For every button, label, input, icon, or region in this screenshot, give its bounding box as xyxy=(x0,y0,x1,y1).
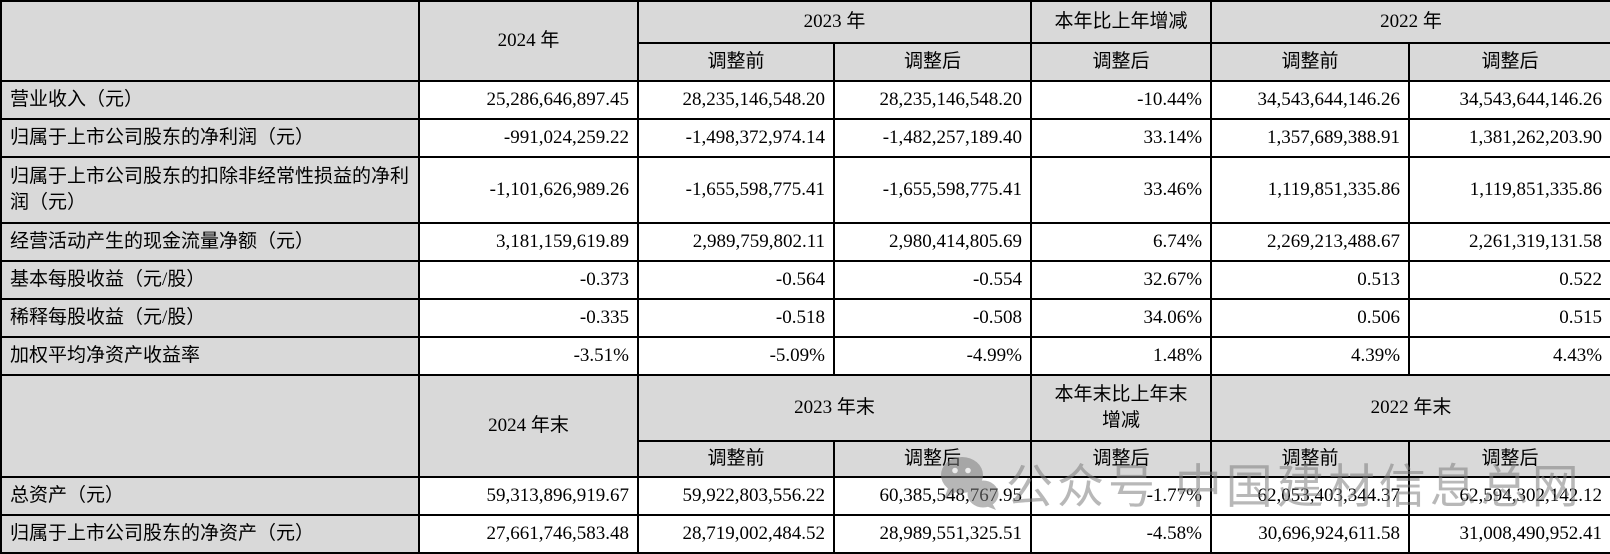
cell-value: 33.14% xyxy=(1030,118,1213,158)
cell-value: 6.74% xyxy=(1030,222,1213,262)
cell-value: -4.58% xyxy=(1030,514,1213,554)
row-label: 归属于上市公司股东的净利润（元） xyxy=(0,118,420,158)
cell-value: 27,661,746,583.48 xyxy=(418,514,639,554)
row-label: 经营活动产生的现金流量净额（元） xyxy=(0,222,420,262)
col-header-2023: 2023 年 xyxy=(636,0,1033,44)
row-label: 基本每股收益（元/股） xyxy=(0,260,420,300)
col-header-2024: 2024 年 xyxy=(418,0,639,82)
cell-value: 2,261,319,131.58 xyxy=(1408,222,1610,262)
cell-value: 1,119,851,335.86 xyxy=(1210,156,1411,224)
corner-cell xyxy=(0,374,420,478)
cell-value: 2,980,414,805.69 xyxy=(832,222,1033,262)
cell-value: -1,655,598,775.41 xyxy=(832,156,1033,224)
cell-value: -5.09% xyxy=(637,336,835,376)
row-label: 归属于上市公司股东的净资产（元） xyxy=(0,514,420,554)
table-row: 营业收入（元） 25,286,646,897.45 28,235,146,548… xyxy=(0,80,1610,120)
cell-value: -10.44% xyxy=(1030,80,1213,120)
cell-value: -0.508 xyxy=(832,298,1033,338)
cell-value: 1,119,851,335.86 xyxy=(1408,156,1610,224)
cell-value: -991,024,259.22 xyxy=(418,118,639,158)
row-label: 稀释每股收益（元/股） xyxy=(0,298,420,338)
table-row: 归属于上市公司股东的净资产（元） 27,661,746,583.48 28,71… xyxy=(0,514,1610,554)
cell-value: -3.51% xyxy=(418,336,639,376)
cell-value: -1.77% xyxy=(1030,476,1213,516)
cell-value: 62,594,302,142.12 xyxy=(1408,476,1610,516)
cell-value: -0.373 xyxy=(418,260,639,300)
cell-value: -4.99% xyxy=(832,336,1033,376)
cell-value: -1,655,598,775.41 xyxy=(637,156,835,224)
col-header-2023-end: 2023 年末 xyxy=(636,374,1033,442)
col-subheader-2023end-adj-before: 调整前 xyxy=(637,440,835,478)
cell-value: 34.06% xyxy=(1030,298,1213,338)
col-header-2024-end: 2024 年末 xyxy=(418,374,639,478)
row-label: 加权平均净资产收益率 xyxy=(0,336,420,376)
cell-value: -1,101,626,989.26 xyxy=(418,156,639,224)
cell-value: 30,696,924,611.58 xyxy=(1210,514,1411,554)
cell-value: 0.513 xyxy=(1210,260,1411,300)
cell-value: 28,989,551,325.51 xyxy=(832,514,1033,554)
cell-value: -0.564 xyxy=(637,260,835,300)
col-subheader-2022-adj-before: 调整前 xyxy=(1210,42,1411,82)
col-subheader-2023end-adj-after: 调整后 xyxy=(832,440,1033,478)
col-header-2022-end: 2022 年末 xyxy=(1210,374,1610,442)
row-label: 归属于上市公司股东的扣除非经常性损益的净利润（元） xyxy=(0,156,420,224)
cell-value: 0.522 xyxy=(1408,260,1610,300)
cell-value: 3,181,159,619.89 xyxy=(418,222,639,262)
table-row: 加权平均净资产收益率 -3.51% -5.09% -4.99% 1.48% 4.… xyxy=(0,336,1610,376)
col-header-change: 本年比上年增减 xyxy=(1030,0,1213,44)
cell-value: 31,008,490,952.41 xyxy=(1408,514,1610,554)
cell-value: 0.506 xyxy=(1210,298,1411,338)
col-subheader-2023-adj-before: 调整前 xyxy=(637,42,835,82)
row-label: 总资产（元） xyxy=(0,476,420,516)
cell-value: -1,482,257,189.40 xyxy=(832,118,1033,158)
cell-value: 34,543,644,146.26 xyxy=(1408,80,1610,120)
col-subheader-2022end-adj-after: 调整后 xyxy=(1408,440,1610,478)
col-subheader-2022-adj-after: 调整后 xyxy=(1408,42,1610,82)
cell-value: 28,235,146,548.20 xyxy=(637,80,835,120)
cell-value: 60,385,548,767.95 xyxy=(832,476,1033,516)
col-header-end-change: 本年末比上年末 增减 xyxy=(1030,374,1213,442)
cell-value: 4.39% xyxy=(1210,336,1411,376)
cell-value: 28,719,002,484.52 xyxy=(637,514,835,554)
cell-value: -0.554 xyxy=(832,260,1033,300)
col-subheader-change-adj-after: 调整后 xyxy=(1030,42,1213,82)
cell-value: 28,235,146,548.20 xyxy=(832,80,1033,120)
table-row: 经营活动产生的现金流量净额（元） 3,181,159,619.89 2,989,… xyxy=(0,222,1610,262)
cell-value: 1.48% xyxy=(1030,336,1213,376)
col-subheader-2022end-adj-before: 调整前 xyxy=(1210,440,1411,478)
cell-value: 4.43% xyxy=(1408,336,1610,376)
corner-cell xyxy=(0,0,420,82)
cell-value: -1,498,372,974.14 xyxy=(637,118,835,158)
row-label: 营业收入（元） xyxy=(0,80,420,120)
cell-value: 59,313,896,919.67 xyxy=(418,476,639,516)
table-row: 稀释每股收益（元/股） -0.335 -0.518 -0.508 34.06% … xyxy=(0,298,1610,338)
cell-value: 1,357,689,388.91 xyxy=(1210,118,1411,158)
cell-value: 33.46% xyxy=(1030,156,1213,224)
cell-value: 2,989,759,802.11 xyxy=(637,222,835,262)
cell-value: 62,053,403,344.37 xyxy=(1210,476,1411,516)
table-row: 归属于上市公司股东的净利润（元） -991,024,259.22 -1,498,… xyxy=(0,118,1610,158)
table-row: 基本每股收益（元/股） -0.373 -0.564 -0.554 32.67% … xyxy=(0,260,1610,300)
col-header-2022: 2022 年 xyxy=(1210,0,1610,44)
cell-value: 25,286,646,897.45 xyxy=(418,80,639,120)
cell-value: 2,269,213,488.67 xyxy=(1210,222,1411,262)
cell-value: 1,381,262,203.90 xyxy=(1408,118,1610,158)
col-subheader-endchange-adj-after: 调整后 xyxy=(1030,440,1213,478)
table-row: 归属于上市公司股东的扣除非经常性损益的净利润（元） -1,101,626,989… xyxy=(0,156,1610,224)
cell-value: 59,922,803,556.22 xyxy=(637,476,835,516)
cell-value: 0.515 xyxy=(1408,298,1610,338)
col-subheader-2023-adj-after: 调整后 xyxy=(832,42,1033,82)
cell-value: 34,543,644,146.26 xyxy=(1210,80,1411,120)
cell-value: -0.335 xyxy=(418,298,639,338)
cell-value: 32.67% xyxy=(1030,260,1213,300)
cell-value: -0.518 xyxy=(637,298,835,338)
table-row: 总资产（元） 59,313,896,919.67 59,922,803,556.… xyxy=(0,476,1610,516)
